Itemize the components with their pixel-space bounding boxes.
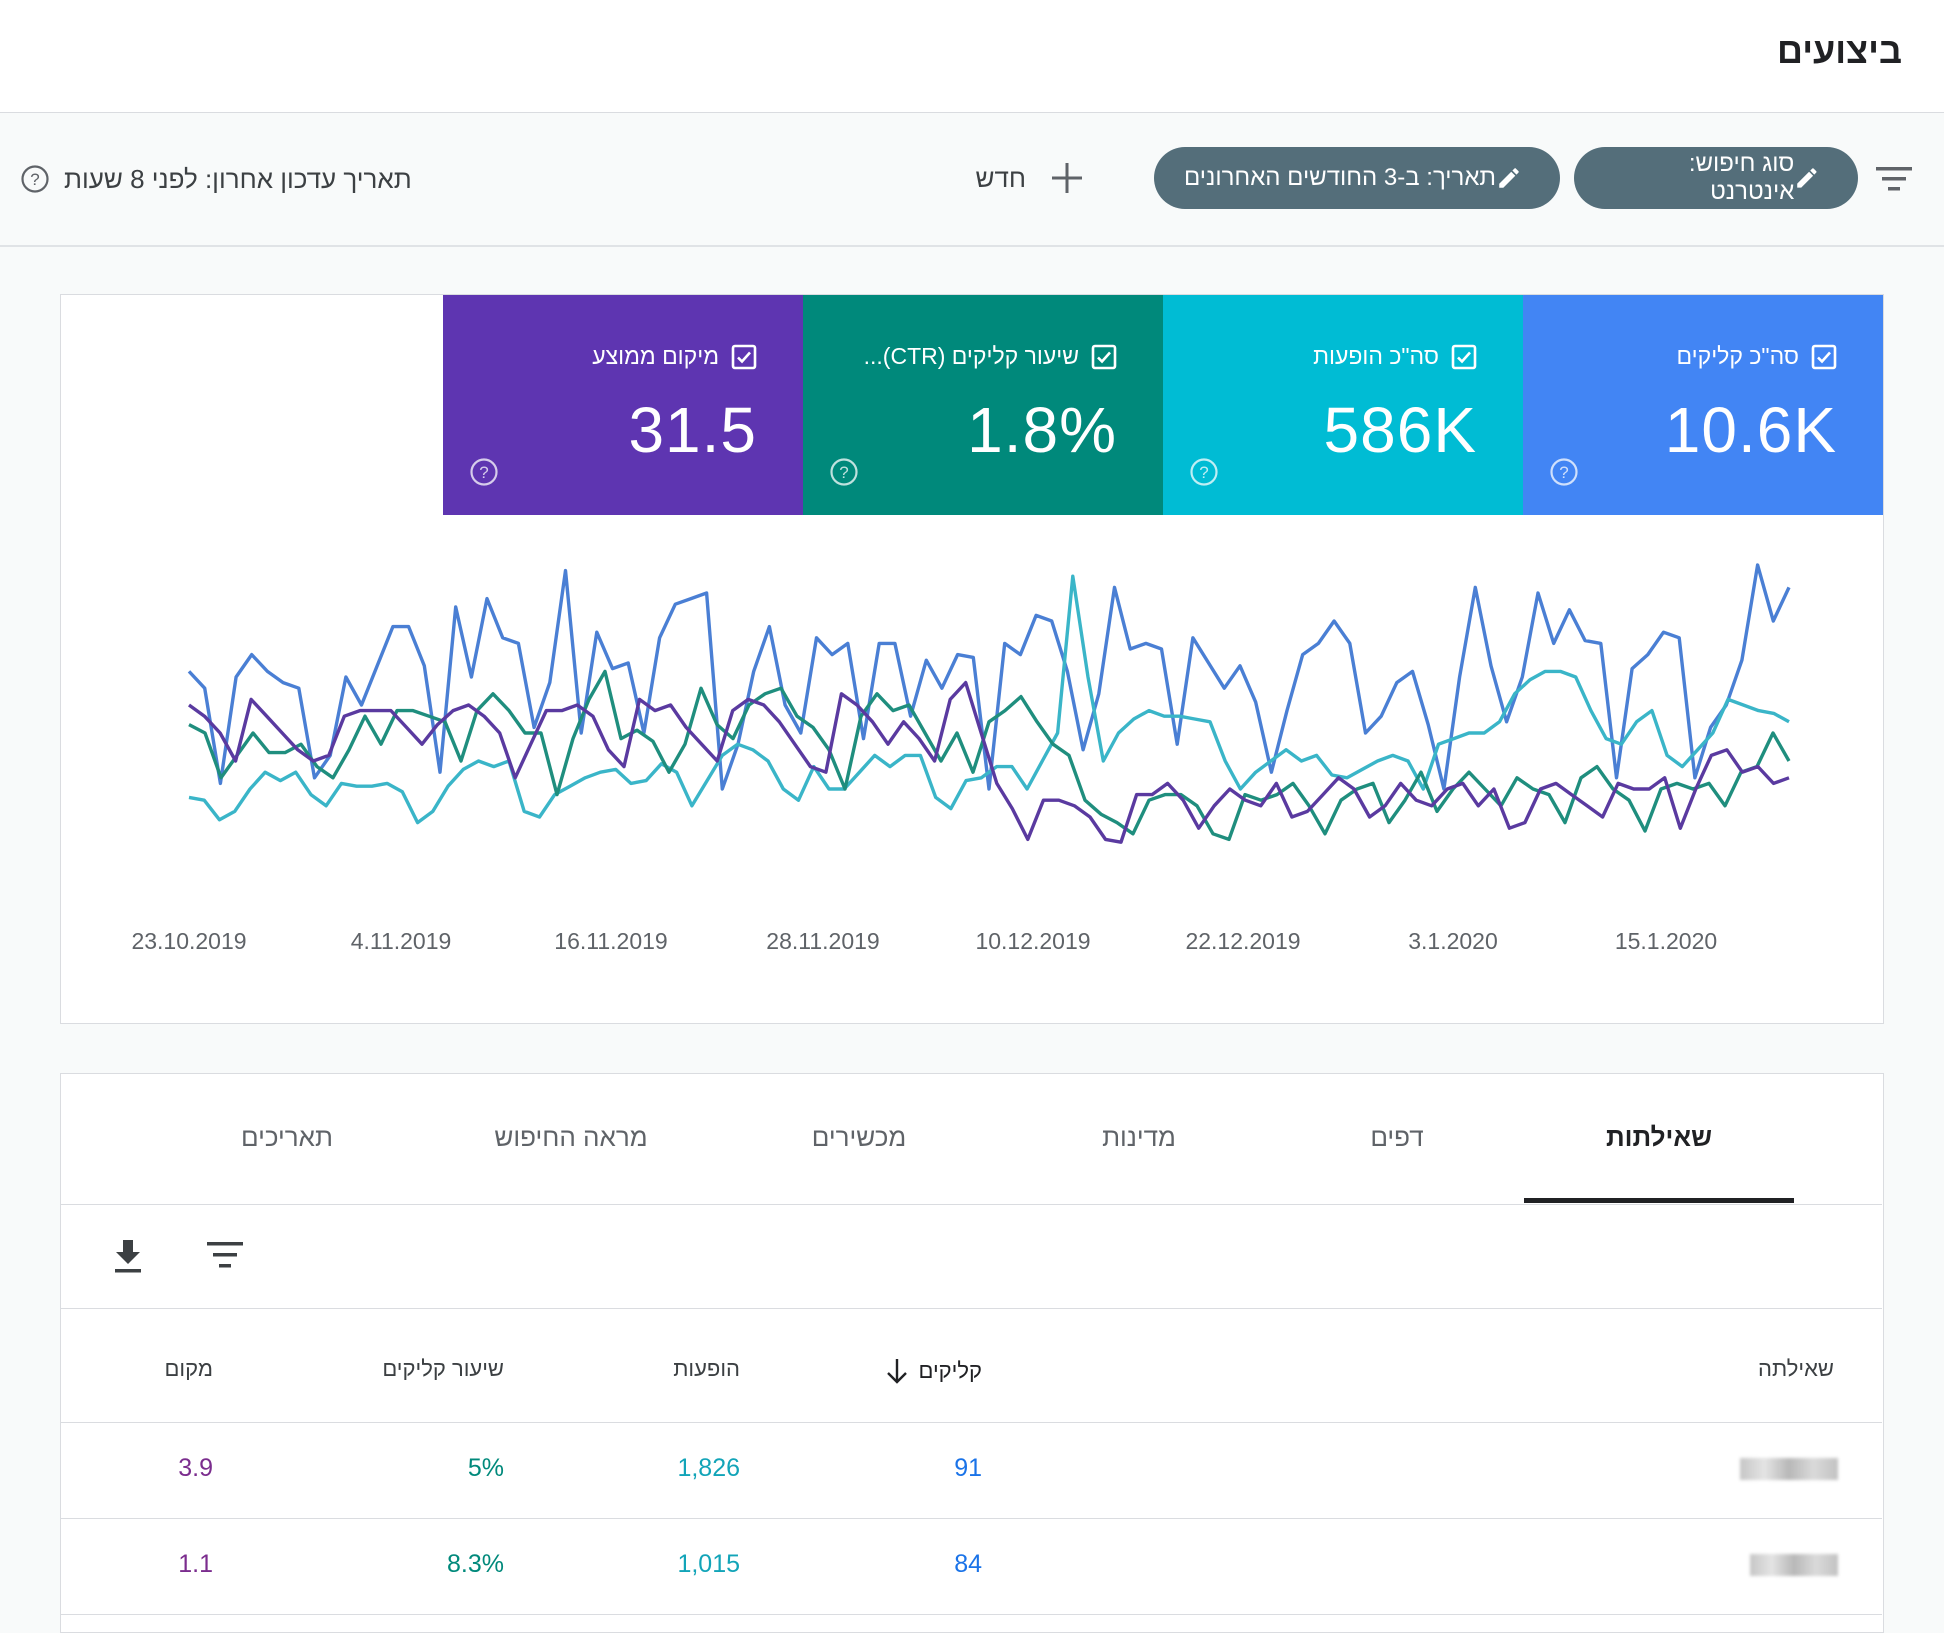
x-tick-label: 22.12.2019 [1185, 928, 1300, 954]
help-icon[interactable]: ? [1549, 457, 1579, 487]
help-icon[interactable]: ? [1189, 457, 1219, 487]
table-filter-icon[interactable] [205, 1238, 245, 1274]
checkbox-checked-icon[interactable] [1811, 344, 1837, 370]
tab-dates[interactable]: תאריכים [241, 1122, 333, 1152]
new-filter-label: חדש [975, 162, 1026, 193]
metric-average-ctr[interactable]: שיעור קליקים (CTR)... 1.8% ? [803, 295, 1163, 515]
column-header-impressions[interactable]: הופעות [673, 1356, 740, 1381]
ctr-cell: 5% [467, 1454, 504, 1482]
metric-label: שיעור קליקים (CTR)... [863, 343, 1079, 369]
metric-average-position[interactable]: מיקום ממוצע 31.5 ? [443, 295, 803, 515]
metric-total-clicks[interactable]: סה"כ קליקים 10.6K ? [1523, 295, 1883, 515]
metric-label-row: שיעור קליקים (CTR)... [864, 343, 1117, 370]
metric-label: מיקום ממוצע [592, 343, 719, 369]
checkbox-checked-icon[interactable] [1091, 344, 1117, 370]
x-tick-label: 10.12.2019 [975, 928, 1090, 954]
position-cell: 3.9 [178, 1454, 213, 1482]
metric-label: סה"כ הופעות [1313, 343, 1439, 369]
download-icon[interactable] [111, 1238, 145, 1274]
search-type-chip-label: סוג חיפוש: אינטרנט [1688, 150, 1795, 205]
svg-text:?: ? [1199, 463, 1208, 482]
date-chip-label: תאריך: ב-3 החודשים האחרונים [1183, 164, 1496, 191]
help-icon[interactable]: ? [829, 457, 859, 487]
checkbox-checked-icon[interactable] [1451, 344, 1477, 370]
search-type-chip[interactable]: סוג חיפוש: אינטרנט [1574, 147, 1858, 209]
metric-label-row: סה"כ הופעות [1313, 343, 1477, 370]
clicks-cell: 84 [954, 1550, 982, 1578]
last-updated-text: תאריך עדכון אחרון: לפני 8 שעות [64, 163, 412, 194]
active-tab-indicator [1524, 1198, 1794, 1203]
column-header-ctr[interactable]: שיעור קליקים [382, 1356, 504, 1381]
help-icon[interactable]: ? [20, 164, 50, 194]
svg-text:?: ? [479, 463, 488, 482]
column-header-clicks-label: קליקים [918, 1358, 982, 1383]
dimensions-table-card: שאילתות דפים מדינות מכשירים מראה החיפוש … [60, 1073, 1884, 1633]
x-tick-label: 15.1.2020 [1615, 928, 1717, 954]
metric-label: סה"כ קליקים [1676, 343, 1799, 369]
series-line-3[interactable] [188, 680, 1790, 844]
series-line-0[interactable] [187, 563, 1791, 791]
svg-text:?: ? [30, 170, 39, 189]
table-toolbar [61, 1204, 1882, 1309]
metric-value: 31.5 [628, 394, 757, 466]
column-header-query[interactable]: שאילתה [1758, 1356, 1834, 1381]
x-tick-label: 28.11.2019 [766, 928, 879, 954]
metric-label-row: מיקום ממוצע [592, 343, 757, 370]
pencil-icon [1499, 168, 1519, 188]
metric-value: 10.6K [1664, 394, 1837, 466]
metric-value: 586K [1323, 394, 1477, 466]
tab-pages[interactable]: דפים [1370, 1122, 1424, 1152]
help-icon[interactable]: ? [469, 457, 499, 487]
new-filter-button[interactable]: חדש [975, 153, 1084, 203]
metric-value: 1.8% [967, 394, 1117, 466]
table-row[interactable]: 84 1,015 8.3% 1.1 [61, 1518, 1882, 1615]
tab-countries[interactable]: מדינות [1102, 1122, 1176, 1152]
x-tick-label: 4.11.2019 [351, 928, 452, 954]
svg-text:?: ? [1559, 463, 1568, 482]
table-row[interactable]: 91 1,826 5% 3.9 [61, 1422, 1882, 1519]
clicks-cell: 91 [954, 1454, 982, 1482]
tab-devices[interactable]: מכשירים [811, 1122, 907, 1152]
redacted-query [1740, 1458, 1838, 1480]
x-tick-label: 16.11.2019 [554, 928, 667, 954]
svg-text:?: ? [839, 463, 848, 482]
x-tick-label: 23.10.2019 [131, 928, 246, 954]
filter-icon[interactable] [1874, 159, 1914, 199]
impressions-cell: 1,015 [677, 1550, 740, 1578]
metric-total-impressions[interactable]: סה"כ הופעות 586K ? [1163, 295, 1523, 515]
table-header-row: שאילתה קליקים הופעות שיעור קליקים מקום [61, 1308, 1882, 1423]
date-chip[interactable]: תאריך: ב-3 החודשים האחרונים [1154, 147, 1560, 209]
query-cell-redacted [1750, 1554, 1838, 1583]
checkbox-checked-icon[interactable] [731, 344, 757, 370]
page-title: ביצועים [1776, 30, 1902, 71]
filter-toolbar: סוג חיפוש: אינטרנט תאריך: ב-3 החודשים הא… [0, 113, 1944, 247]
metric-label-row: סה"כ קליקים [1677, 343, 1837, 370]
tab-search-appearance[interactable]: מראה החיפוש [494, 1122, 648, 1152]
plus-icon [1052, 163, 1082, 193]
query-cell-redacted [1740, 1458, 1838, 1487]
column-header-clicks[interactable]: קליקים [884, 1356, 982, 1386]
performance-line-chart[interactable]: 23.10.2019 4.11.2019 16.11.2019 28.11.2019 1… [61, 515, 1882, 1015]
column-header-position[interactable]: מקום [164, 1356, 213, 1381]
app-header: ביצועים [0, 0, 1944, 113]
ctr-cell: 8.3% [447, 1550, 504, 1578]
tab-queries[interactable]: שאילתות [1605, 1122, 1713, 1152]
position-cell: 1.1 [178, 1550, 213, 1578]
series-line-1[interactable] [188, 574, 1790, 825]
impressions-cell: 1,826 [677, 1454, 740, 1482]
sort-descending-icon [887, 1359, 908, 1384]
series-line-2[interactable] [188, 669, 1791, 842]
performance-chart-card: סה"כ קליקים 10.6K ? סה"כ הופעות 586K ? [60, 294, 1884, 1024]
redacted-query [1750, 1554, 1838, 1576]
dimension-tabs: שאילתות דפים מדינות מכשירים מראה החיפוש … [61, 1074, 1882, 1205]
last-updated: תאריך עדכון אחרון: לפני 8 שעות ? [20, 159, 412, 199]
x-tick-label: 3.1.2020 [1408, 928, 1498, 954]
pencil-icon [1797, 168, 1817, 188]
